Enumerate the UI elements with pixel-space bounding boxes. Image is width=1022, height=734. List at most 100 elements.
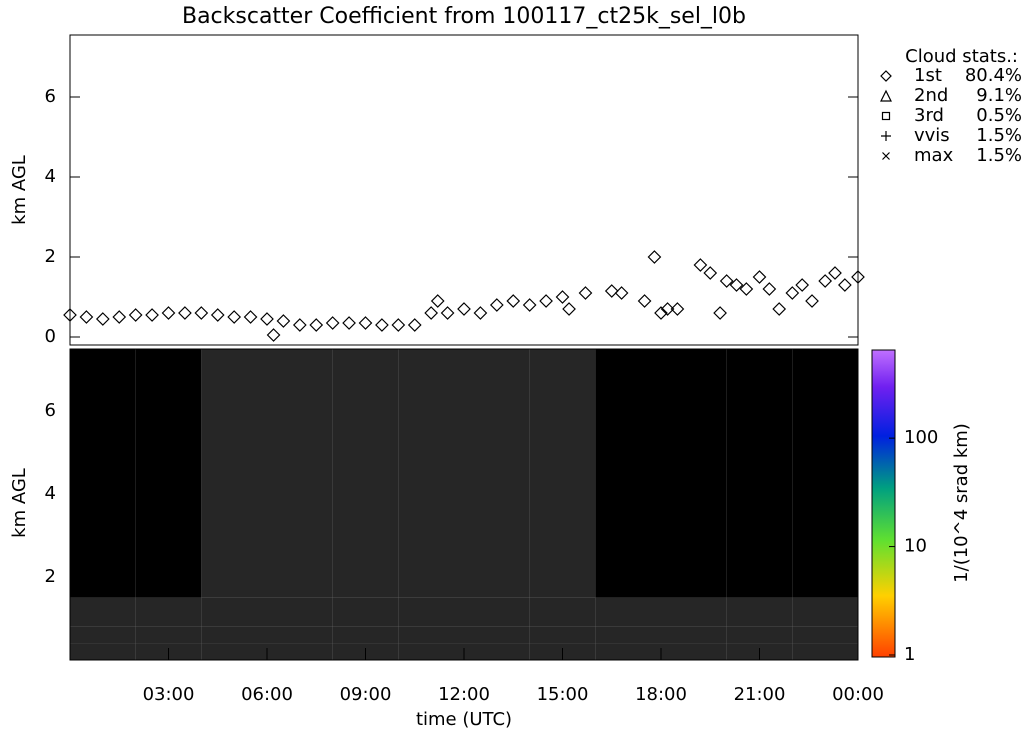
legend-symbol	[881, 131, 891, 141]
legend-name: 2nd	[914, 85, 948, 106]
heatmap-cell	[464, 349, 530, 598]
cloud-base-point	[430, 294, 445, 308]
legend-title: Cloud stats.:	[905, 46, 1018, 67]
cloud-base-point	[660, 302, 675, 316]
colorbar-tick-label: 10	[904, 536, 927, 557]
cloud-base-point	[424, 306, 439, 320]
heatmap-cell	[529, 349, 596, 598]
y-tick-label: 2	[45, 566, 56, 587]
heatmap-cell	[201, 626, 267, 644]
cloud-base-point	[325, 316, 340, 330]
heatmap-cell	[792, 626, 858, 644]
heatmap-cell	[398, 597, 464, 627]
legend-symbol	[880, 70, 892, 82]
heatmap-cell	[201, 597, 267, 627]
cloud-base-point	[440, 306, 455, 320]
cloud-base-point	[522, 298, 537, 312]
cloud-base-point	[693, 258, 708, 272]
heatmap-cell	[726, 626, 793, 644]
heatmap-cell	[267, 626, 333, 644]
legend-value: 1.5%	[976, 145, 1022, 166]
cloud-base-point	[785, 286, 800, 300]
heatmap-cell	[595, 643, 661, 660]
x-tick-label: 03:00	[143, 684, 195, 705]
heatmap-cell	[726, 597, 793, 627]
cloud-base-point	[670, 302, 685, 316]
legend-name: vvis	[914, 125, 950, 146]
colorbar-tick-label: 100	[904, 427, 938, 448]
legend-symbol	[881, 111, 891, 121]
x-tick-label: 21:00	[734, 684, 786, 705]
cloud-base-point	[407, 318, 422, 332]
heatmap-cell	[398, 643, 464, 660]
cloud-base-point	[838, 278, 852, 292]
colorbar	[871, 349, 896, 658]
cloud-base-point	[266, 328, 281, 342]
legend-value: 1.5%	[976, 125, 1022, 146]
heatmap-cell	[267, 349, 333, 598]
heatmap-cell	[70, 643, 136, 660]
y-tick-label: 2	[45, 246, 56, 267]
cloud-base-point	[539, 294, 553, 308]
cloud-base-point	[818, 274, 833, 288]
heatmap-cell	[661, 349, 727, 598]
cloud-base-point	[473, 306, 488, 320]
heatmap-cell	[201, 349, 267, 598]
heatmap-cell	[70, 626, 136, 644]
cloud-base-point	[95, 312, 110, 326]
plot-frame	[69, 34, 859, 346]
heatmap-cell	[70, 597, 136, 627]
x-tick-label: 12:00	[438, 684, 490, 705]
heatmap-cell	[529, 626, 596, 644]
cloud-base-point	[358, 316, 373, 330]
cloud-base-point	[637, 294, 652, 308]
x-tick-label: 15:00	[537, 684, 589, 705]
heatmap-cell	[529, 597, 596, 627]
cloud-base-point	[227, 310, 242, 324]
y-tick-label: 4	[45, 166, 56, 187]
heatmap-cell	[464, 626, 530, 644]
heatmap-cell	[661, 643, 727, 660]
heatmap-cell	[135, 626, 202, 644]
x-tick-label: 06:00	[241, 684, 293, 705]
cloud-base-point	[457, 302, 471, 316]
heatmap-cell	[332, 349, 399, 598]
cloud-base-point	[713, 306, 727, 320]
cloud-base-point	[752, 270, 767, 284]
cloud-base-point	[506, 294, 521, 308]
y-tick-label: 6	[45, 86, 56, 107]
cloud-base-point	[614, 286, 629, 300]
cloud-base-point	[276, 314, 291, 328]
y-axis-label: km AGL	[9, 468, 30, 538]
cloud-base-point	[805, 294, 819, 308]
heatmap-cell	[332, 626, 399, 644]
plot-frame	[69, 348, 859, 661]
heatmap-cell	[464, 643, 530, 660]
x-axis-label: time (UTC)	[416, 709, 512, 730]
cloud-base-point	[647, 250, 662, 264]
x-tick-label: 09:00	[340, 684, 392, 705]
cloud-base-point	[260, 312, 274, 326]
colorbar-label: 1/(10^4 srad km)	[951, 423, 972, 583]
legend-name: 3rd	[914, 105, 944, 126]
cloud-base-point	[375, 318, 389, 332]
cloud-base-point	[562, 302, 576, 316]
cloud-base-point	[194, 306, 209, 320]
cloud-base-point	[729, 278, 744, 292]
cloud-base-point	[210, 308, 225, 322]
heatmap-cell	[201, 643, 267, 660]
legend-name: max	[914, 145, 954, 166]
cloud-base-point	[178, 306, 192, 320]
cloud-base-point	[391, 318, 406, 332]
cloud-base-point	[703, 266, 718, 280]
cloud-base-point	[762, 282, 777, 296]
heatmap-cell	[70, 349, 136, 598]
heatmap-cell	[135, 349, 202, 598]
heatmap-cell	[595, 349, 661, 598]
cloud-base-point	[578, 286, 593, 300]
heatmap-cell	[595, 626, 661, 644]
cloud-base-point	[145, 308, 159, 322]
legend-symbol	[880, 89, 892, 102]
cloud-base-point	[828, 266, 842, 280]
